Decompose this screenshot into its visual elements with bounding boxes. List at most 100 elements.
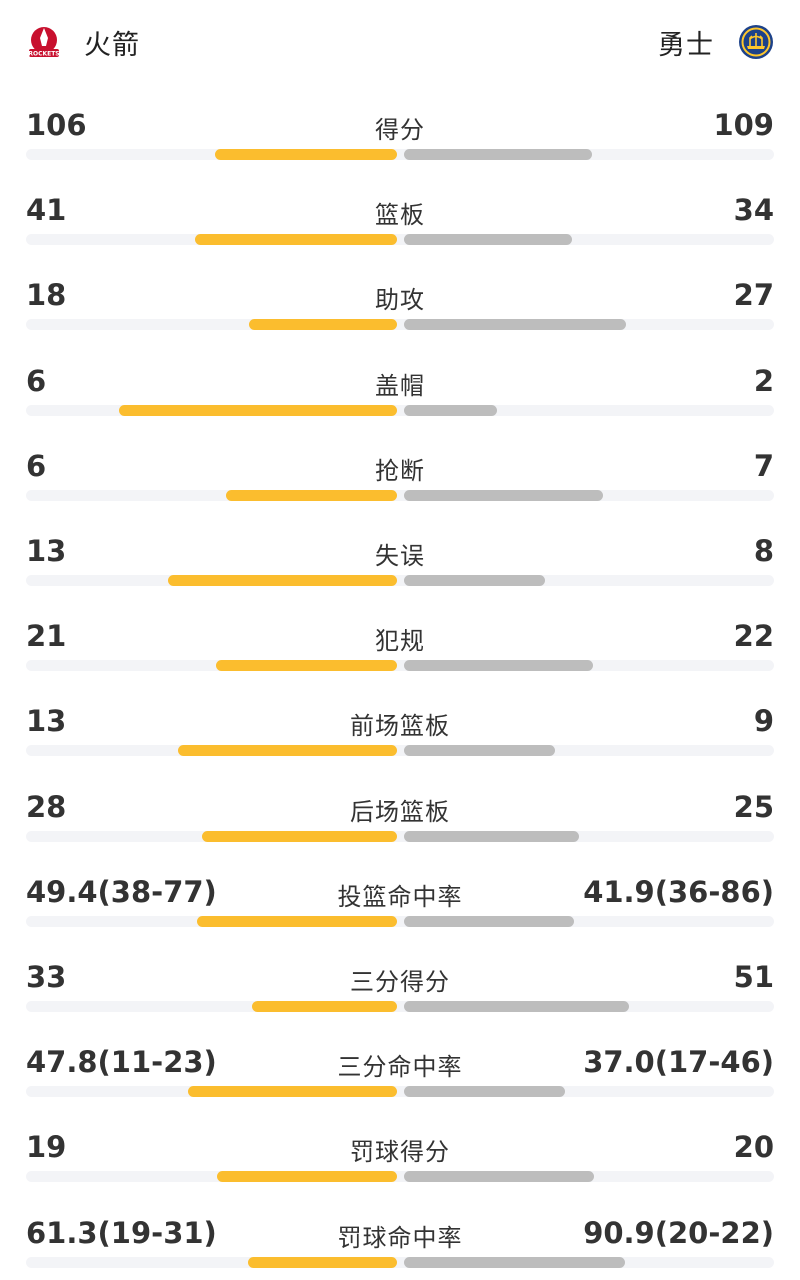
away-stat-bar bbox=[404, 660, 593, 672]
stat-label: 后场篮板 bbox=[350, 797, 450, 826]
stat-row: 13 前场篮板 9 bbox=[0, 686, 800, 771]
rockets-logo-text: ROCKETS bbox=[28, 51, 59, 58]
stat-label: 盖帽 bbox=[375, 371, 425, 400]
stat-label: 得分 bbox=[375, 116, 425, 144]
away-stat-bar bbox=[404, 489, 603, 501]
home-stat-bar bbox=[119, 404, 397, 416]
home-stat-bar bbox=[195, 234, 397, 246]
away-stat-value: 27 bbox=[733, 278, 774, 313]
home-stat-bar bbox=[197, 915, 397, 927]
home-stat-value: 6 bbox=[26, 448, 47, 483]
stat-row: 6 抢断 7 bbox=[0, 431, 800, 516]
away-stat-value: 34 bbox=[733, 193, 774, 228]
stat-bar-track bbox=[26, 1171, 774, 1183]
stat-label: 抢断 bbox=[375, 456, 425, 485]
stat-bar-track bbox=[26, 1256, 774, 1268]
home-stat-value: 47.8(11-23) bbox=[26, 1045, 217, 1080]
away-stat-value: 90.9(20-22) bbox=[583, 1215, 774, 1250]
away-stat-bar bbox=[404, 830, 579, 842]
away-stat-bar bbox=[404, 234, 572, 246]
stat-row: 41 篮板 34 bbox=[0, 175, 800, 260]
home-stat-value: 28 bbox=[26, 789, 67, 824]
home-stat-value: 6 bbox=[26, 363, 47, 398]
home-stat-value: 33 bbox=[26, 960, 67, 994]
away-stat-value: 51 bbox=[733, 960, 774, 994]
home-stat-bar bbox=[216, 660, 397, 672]
away-stat-bar bbox=[404, 1001, 629, 1012]
home-stat-value: 61.3(19-31) bbox=[26, 1215, 217, 1250]
away-stat-value: 109 bbox=[713, 108, 774, 142]
home-stat-bar bbox=[252, 1001, 397, 1012]
home-stat-bar bbox=[202, 830, 397, 842]
stat-bar-track bbox=[26, 1086, 774, 1098]
home-stat-value: 19 bbox=[26, 1130, 67, 1165]
away-stat-value: 2 bbox=[753, 363, 774, 398]
home-stat-value: 41 bbox=[26, 193, 67, 228]
home-team-name: 火箭 bbox=[84, 29, 140, 61]
away-stat-bar bbox=[404, 575, 545, 586]
away-team[interactable]: 勇士 bbox=[658, 18, 774, 66]
stat-row: 13 失误 8 bbox=[0, 516, 800, 601]
stat-row: 47.8(11-23) 三分命中率 37.0(17-46) bbox=[0, 1027, 800, 1112]
stat-row: 33 三分得分 51 bbox=[0, 942, 800, 1027]
stat-bar-track bbox=[26, 404, 774, 416]
away-team-name: 勇士 bbox=[658, 29, 714, 61]
home-stat-bar bbox=[178, 745, 397, 757]
stat-row: 19 罚球得分 20 bbox=[0, 1112, 800, 1197]
away-stat-value: 7 bbox=[753, 448, 774, 483]
stat-label: 失误 bbox=[375, 542, 425, 570]
stat-row: 21 犯规 22 bbox=[0, 601, 800, 686]
home-stat-value: 13 bbox=[26, 704, 67, 739]
stat-bar-track bbox=[26, 660, 774, 672]
stat-label: 三分得分 bbox=[350, 968, 450, 996]
home-stat-value: 106 bbox=[26, 108, 87, 142]
stat-row: 28 后场篮板 25 bbox=[0, 772, 800, 857]
stat-label: 篮板 bbox=[375, 201, 425, 230]
stat-row: 61.3(19-31) 罚球命中率 90.9(20-22) bbox=[0, 1198, 800, 1280]
away-stat-bar bbox=[404, 319, 626, 331]
stat-label: 罚球得分 bbox=[350, 1138, 450, 1167]
stat-bar-track bbox=[26, 1001, 774, 1012]
stat-label: 三分命中率 bbox=[337, 1053, 463, 1082]
stat-row: 106 得分 109 bbox=[0, 90, 800, 175]
away-stat-value: 22 bbox=[733, 619, 774, 654]
home-stat-value: 13 bbox=[26, 534, 67, 568]
away-stat-bar bbox=[404, 1086, 565, 1098]
stat-bar-track bbox=[26, 149, 774, 160]
stat-row: 49.4(38-77) 投篮命中率 41.9(36-86) bbox=[0, 857, 800, 942]
home-stat-bar bbox=[249, 319, 397, 331]
stat-bar-track bbox=[26, 319, 774, 331]
away-stat-value: 41.9(36-86) bbox=[583, 874, 774, 909]
stat-bar-track bbox=[26, 234, 774, 246]
stat-label: 助攻 bbox=[375, 286, 425, 315]
stat-row: 6 盖帽 2 bbox=[0, 346, 800, 431]
stat-bar-track bbox=[26, 915, 774, 927]
stat-bar-track bbox=[26, 575, 774, 586]
stat-bar-track bbox=[26, 745, 774, 757]
stat-row: 18 助攻 27 bbox=[0, 260, 800, 345]
away-stat-bar bbox=[404, 1171, 594, 1183]
stat-label: 罚球命中率 bbox=[337, 1223, 463, 1252]
home-stat-value: 18 bbox=[26, 278, 67, 313]
away-stat-bar bbox=[404, 404, 497, 416]
stat-bar-track bbox=[26, 830, 774, 842]
away-stat-value: 8 bbox=[753, 534, 774, 568]
warriors-logo-icon bbox=[739, 25, 773, 59]
rockets-logo-icon: ROCKETS bbox=[28, 27, 60, 58]
away-stat-bar bbox=[404, 745, 555, 757]
stat-label: 前场篮板 bbox=[350, 712, 450, 741]
team-header: ROCKETS 火箭 勇士 bbox=[0, 0, 800, 90]
home-team[interactable]: ROCKETS 火箭 bbox=[26, 18, 140, 66]
home-stat-value: 49.4(38-77) bbox=[26, 874, 217, 909]
home-stat-bar bbox=[215, 149, 397, 160]
away-stat-value: 25 bbox=[733, 789, 774, 824]
home-stat-bar bbox=[248, 1256, 397, 1268]
home-stat-bar bbox=[226, 489, 397, 501]
home-stat-value: 21 bbox=[26, 619, 67, 654]
home-stat-bar bbox=[168, 575, 397, 586]
away-stat-value: 9 bbox=[753, 704, 774, 739]
away-stat-value: 37.0(17-46) bbox=[583, 1045, 774, 1080]
away-stat-bar bbox=[404, 1256, 625, 1268]
away-stat-value: 20 bbox=[733, 1130, 774, 1165]
away-stat-bar bbox=[404, 915, 574, 927]
